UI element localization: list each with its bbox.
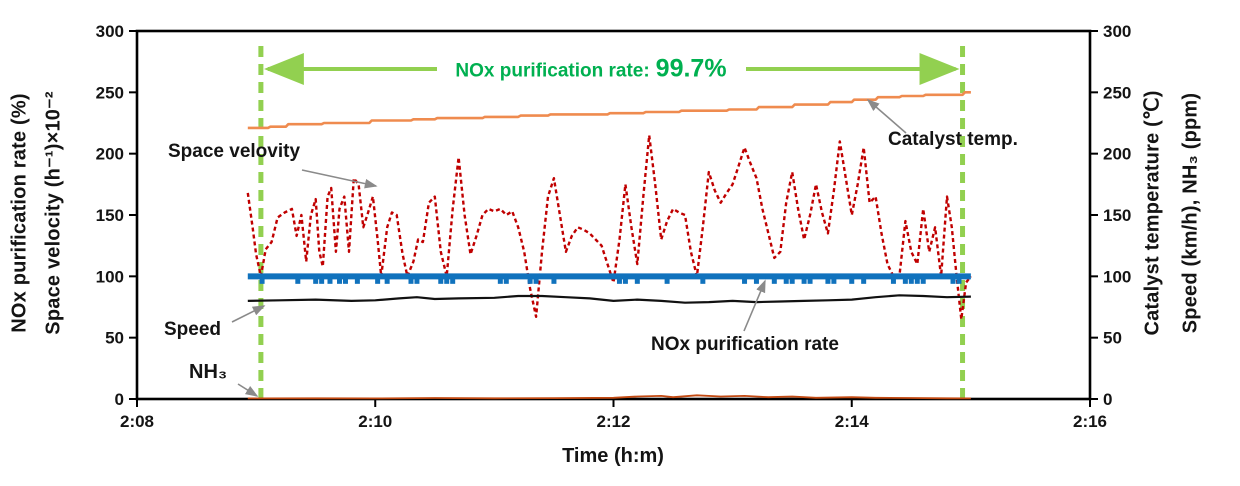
nox-rate-dip bbox=[807, 278, 813, 284]
x-tick-label: 2:08 bbox=[120, 412, 154, 431]
nox-rate-dip bbox=[408, 278, 414, 284]
right-tick-label: 0 bbox=[1103, 390, 1112, 409]
nox-rate-dip bbox=[616, 278, 622, 284]
nox-rate-dip bbox=[700, 278, 706, 284]
nox-rate-dip bbox=[825, 278, 831, 284]
nox-rate-dip bbox=[890, 278, 896, 284]
right-axis-title-catalyst-temperature: Catalyst temperature (℃) bbox=[1141, 90, 1164, 336]
nox-rate-dip bbox=[342, 278, 348, 284]
left-axis-title-nox-rate: NOx purification rate (%) bbox=[8, 93, 31, 333]
space-velocity-line bbox=[246, 134, 972, 321]
right-tick-label: 150 bbox=[1103, 206, 1131, 225]
nox-rate-dip bbox=[831, 278, 837, 284]
nox-rate-dip bbox=[902, 278, 908, 284]
x-tick-label: 2:12 bbox=[596, 412, 630, 431]
nox-rate-dip bbox=[622, 278, 628, 284]
nox-rate-dip bbox=[414, 278, 420, 284]
nox-rate-label: NOx purification rate bbox=[651, 334, 839, 355]
x-tick-label: 2:14 bbox=[835, 412, 870, 431]
nox-rate-dip bbox=[295, 278, 301, 284]
nh3-label: NH₃ bbox=[189, 361, 228, 383]
nox-rate-dip bbox=[742, 278, 748, 284]
nh3-arrow bbox=[237, 383, 259, 397]
catalyst-temp-arrow bbox=[866, 98, 907, 134]
speed-label: Speed bbox=[164, 319, 222, 340]
nox-rate-dip bbox=[771, 278, 777, 284]
nox-rate-dip bbox=[337, 278, 343, 284]
nox-rate-dip bbox=[313, 278, 319, 284]
speed-line bbox=[247, 294, 971, 304]
nox-rate-annotation: NOx purification rate: 99.7% bbox=[455, 55, 726, 84]
right-tick-label: 250 bbox=[1103, 83, 1131, 102]
left-tick-label: 250 bbox=[96, 83, 124, 102]
nox-rate-dip bbox=[908, 278, 914, 284]
nox-rate-dip bbox=[497, 278, 503, 284]
nox-rate-dip bbox=[384, 278, 390, 284]
right-tick-label: 300 bbox=[1103, 22, 1131, 41]
nox-rate-dip bbox=[753, 278, 759, 284]
nox-rate-annotation-value: 99.7% bbox=[655, 54, 727, 83]
space-velocity-arrow bbox=[301, 169, 378, 189]
nox-rate-annotation-label: NOx purification rate: bbox=[455, 60, 650, 82]
nox-rate-dip bbox=[664, 278, 670, 284]
nox-rate-dip bbox=[789, 278, 795, 284]
left-tick-label: 200 bbox=[96, 145, 124, 164]
left-tick-label: 300 bbox=[96, 22, 124, 41]
left-axis-title-space-velocity: Space velocity (h⁻¹)×10⁻² bbox=[42, 91, 65, 335]
nox-rate-dip bbox=[375, 278, 381, 284]
nox-rate-dip bbox=[527, 278, 533, 284]
left-tick-label: 0 bbox=[115, 390, 124, 409]
speed-arrow bbox=[231, 305, 266, 323]
space-velocity-label: Space velovity bbox=[168, 141, 301, 162]
right-axis-title-speed-nh3: Speed (km/h), NH₃ (ppm) bbox=[1179, 92, 1202, 334]
nox-rate-dip bbox=[444, 278, 450, 284]
nox-rate-arrow bbox=[743, 279, 766, 332]
nox-rate-dip bbox=[438, 278, 444, 284]
left-tick-label: 150 bbox=[96, 206, 124, 225]
nox-rate-dip bbox=[503, 278, 509, 284]
left-tick-label: 100 bbox=[96, 267, 124, 286]
nox-rate-dip bbox=[319, 278, 325, 284]
nox-rate-dip bbox=[849, 278, 855, 284]
nox-rate-dip bbox=[950, 278, 956, 284]
nox-rate-dip bbox=[920, 278, 926, 284]
left-tick-label: 50 bbox=[105, 329, 124, 348]
nox-rate-dip bbox=[259, 278, 265, 284]
nox-rate-dip bbox=[327, 278, 333, 284]
nox-rate-dip bbox=[450, 278, 456, 284]
x-tick-label: 2:16 bbox=[1073, 412, 1107, 431]
x-tick-label: 2:10 bbox=[358, 412, 392, 431]
nox-rate-dip bbox=[956, 278, 962, 284]
nox-rate-dip bbox=[354, 278, 360, 284]
nox-rate-dip bbox=[634, 278, 640, 284]
right-tick-label: 50 bbox=[1103, 329, 1122, 348]
catalyst-temp-line bbox=[247, 91, 971, 130]
nox-rate-dip bbox=[914, 278, 920, 284]
catalyst-temp-label: Catalyst temp. bbox=[888, 129, 1018, 150]
nox-rate-dip bbox=[533, 278, 539, 284]
right-tick-label: 200 bbox=[1103, 145, 1131, 164]
nox-rate-dip bbox=[551, 278, 557, 284]
nox-rate-dip bbox=[801, 278, 807, 284]
right-tick-label: 100 bbox=[1103, 267, 1131, 286]
nox-rate-dip bbox=[861, 278, 867, 284]
x-axis-title: Time (h:m) bbox=[562, 445, 664, 467]
nox-rate-dip bbox=[783, 278, 789, 284]
nh3-line bbox=[247, 394, 971, 400]
